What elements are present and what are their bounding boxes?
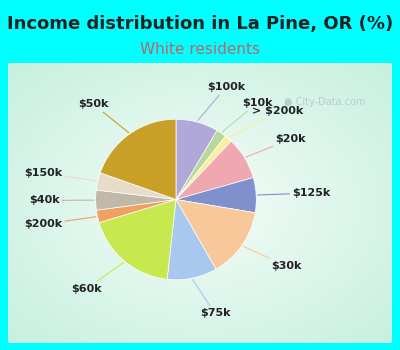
Wedge shape [96, 199, 176, 223]
Text: $150k: $150k [24, 168, 96, 181]
Wedge shape [176, 136, 231, 200]
Text: $40k: $40k [29, 195, 94, 205]
Text: $30k: $30k [243, 246, 302, 271]
Text: $10k: $10k [222, 98, 272, 132]
Wedge shape [99, 199, 176, 279]
Text: $60k: $60k [71, 262, 124, 294]
Text: White residents: White residents [140, 42, 260, 57]
Wedge shape [167, 199, 216, 280]
Text: $75k: $75k [193, 280, 230, 318]
Text: $125k: $125k [258, 188, 330, 198]
Wedge shape [96, 190, 176, 210]
Text: ● City-Data.com: ● City-Data.com [284, 97, 366, 107]
Wedge shape [176, 131, 226, 200]
Wedge shape [176, 141, 253, 200]
Wedge shape [176, 199, 255, 269]
Text: $20k: $20k [246, 134, 306, 157]
Wedge shape [100, 119, 176, 200]
Text: $200k: $200k [24, 217, 96, 229]
Wedge shape [176, 119, 217, 200]
Text: Income distribution in La Pine, OR (%): Income distribution in La Pine, OR (%) [7, 15, 393, 33]
Wedge shape [176, 177, 256, 213]
Wedge shape [96, 173, 176, 200]
Text: > $200k: > $200k [230, 106, 303, 138]
Text: $50k: $50k [78, 99, 129, 133]
Text: $100k: $100k [198, 82, 245, 120]
